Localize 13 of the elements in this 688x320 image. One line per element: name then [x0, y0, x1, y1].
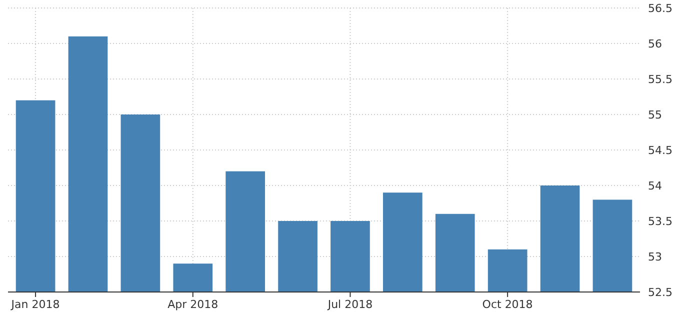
- y-tick-label: 53: [648, 250, 662, 264]
- y-tick-label: 56: [648, 37, 662, 50]
- y-tick-label: 54.5: [648, 144, 672, 157]
- y-tick-label: 54: [648, 179, 662, 192]
- y-tick-label: 52.5: [648, 286, 672, 299]
- y-tick-label: 53.5: [648, 214, 672, 228]
- y-tick-label: 55.5: [648, 72, 672, 86]
- x-tick-label: Jan 2018: [10, 298, 60, 311]
- x-tick-label: Apr 2018: [168, 298, 218, 311]
- y-tick-label: 55: [648, 108, 662, 122]
- x-tick-label: Jul 2018: [326, 298, 373, 311]
- x-tick-label: Oct 2018: [482, 298, 533, 311]
- y-tick-label: 56.5: [648, 2, 672, 15]
